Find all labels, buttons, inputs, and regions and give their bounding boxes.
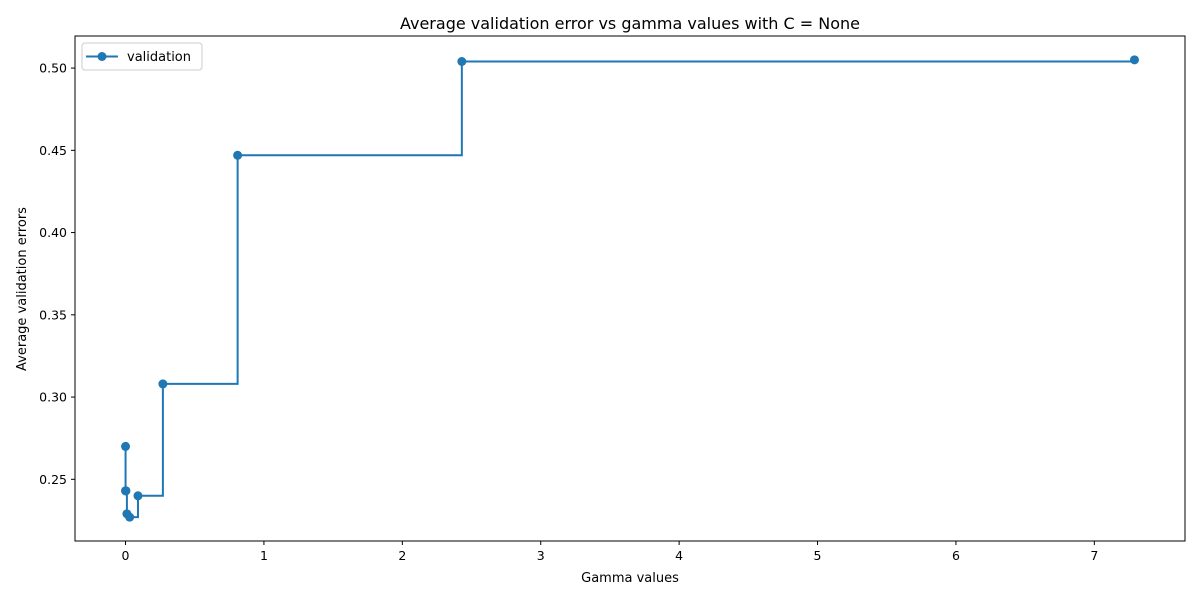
- plot-frame: [74, 35, 1186, 542]
- y-tick-label: 0.40: [39, 225, 67, 240]
- chart-title: Average validation error vs gamma values…: [400, 14, 860, 33]
- data-point: [457, 56, 467, 66]
- y-axis-label: Average validation errors: [15, 207, 30, 371]
- x-tick-label: 5: [814, 548, 822, 563]
- data-point: [121, 441, 131, 451]
- y-tick-label: 0.50: [39, 61, 67, 76]
- x-tick-label: 3: [537, 548, 545, 563]
- x-tick-label: 4: [675, 548, 683, 563]
- x-tick-label: 6: [952, 548, 960, 563]
- legend-marker-swatch: [97, 52, 107, 61]
- y-tick-label: 0.35: [39, 307, 67, 322]
- x-tick-label: 7: [1090, 548, 1098, 563]
- x-tick-label: 2: [398, 548, 406, 563]
- x-tick-label: 0: [122, 548, 130, 563]
- legend: validation: [81, 42, 203, 71]
- y-tick-label: 0.25: [39, 472, 67, 487]
- plot-layer: 0 1 2 3 4 5 6 7 0.25 0.30 0.35 0.40 0.45 0.50: [39, 35, 1186, 563]
- x-tick-label: 1: [260, 548, 268, 563]
- data-point: [121, 486, 131, 496]
- legend-box: [81, 42, 203, 71]
- y-tick-label: 0.30: [39, 390, 67, 405]
- y-tick-label: 0.45: [39, 143, 67, 158]
- data-point: [133, 491, 143, 501]
- data-point: [1129, 55, 1139, 65]
- legend-label-validation: validation: [127, 50, 191, 65]
- x-axis-label: Gamma values: [581, 571, 679, 586]
- data-point: [125, 512, 135, 522]
- data-point: [233, 150, 243, 160]
- data-point: [158, 379, 168, 389]
